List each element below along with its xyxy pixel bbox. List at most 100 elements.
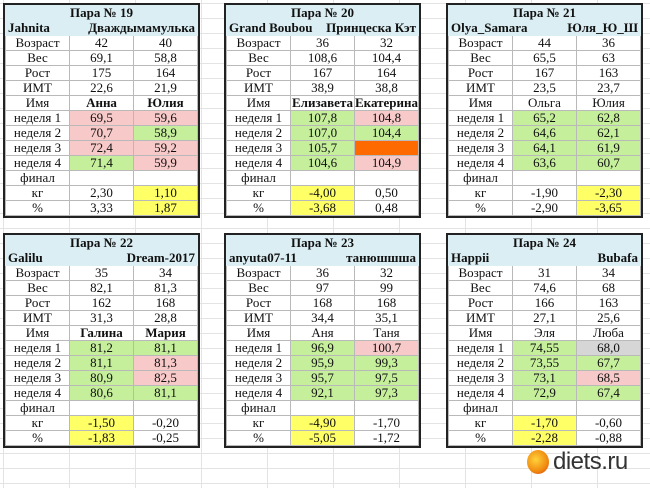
week-cell: 104,9 xyxy=(354,155,419,171)
week-cell: 95,7 xyxy=(290,370,355,386)
row-label: Имя xyxy=(226,325,291,341)
bmi-cell: 38,8 xyxy=(354,80,419,96)
pct-cell: 0,48 xyxy=(354,200,419,216)
pair-table: Пара № 21 Olya_Samara Юля_Ю_Ш Возраст 44 36 Ве… xyxy=(446,3,643,218)
kg-cell: -1,70 xyxy=(354,415,419,431)
pair-title: Пара № 22 xyxy=(5,235,198,251)
row-label: ИМТ xyxy=(226,310,291,326)
age-cell: 36 xyxy=(576,35,641,51)
week-cell: 95,9 xyxy=(290,355,355,371)
row-label: ИМТ xyxy=(226,80,291,96)
pair-table: Пара № 23 anyuta07-11 танюшшша Возраст 36 32 В… xyxy=(224,233,421,448)
pair-title: Пара № 24 xyxy=(448,235,641,251)
row-label: ИМТ xyxy=(5,310,70,326)
row-label: Рост xyxy=(448,295,513,311)
pair-table: Пара № 20 Grand Boubou Принцеска Кэт Возрас… xyxy=(224,3,421,218)
bmi-cell: 23,7 xyxy=(576,80,641,96)
age-cell: 40 xyxy=(133,35,198,51)
bmi-cell: 34,4 xyxy=(290,310,355,326)
row-label: Возраст xyxy=(226,265,291,281)
row-label: неделя 4 xyxy=(5,385,70,401)
week-cell: 64,1 xyxy=(512,140,577,156)
kg-cell: 1,10 xyxy=(133,185,198,201)
week-cell: 71,4 xyxy=(69,155,134,171)
row-label: неделя 3 xyxy=(226,370,291,386)
row-label: Возраст xyxy=(5,35,70,51)
weight-cell: 74,6 xyxy=(512,280,577,296)
age-cell: 36 xyxy=(290,265,355,281)
nicknames-row: Olya_Samara Юля_Ю_Ш xyxy=(448,20,641,36)
row-label: неделя 3 xyxy=(226,140,291,156)
pair-title: Пара № 19 xyxy=(5,5,198,21)
week-cell: 97,5 xyxy=(354,370,419,386)
week-cell: 80,6 xyxy=(69,385,134,401)
height-cell: 163 xyxy=(576,65,641,81)
age-cell: 34 xyxy=(576,265,641,281)
name-cell: Галина xyxy=(69,325,134,341)
row-label: Рост xyxy=(5,295,70,311)
name-cell: Таня xyxy=(354,325,419,341)
pair-title: Пара № 20 xyxy=(226,5,419,21)
week-cell: 80,9 xyxy=(69,370,134,386)
week-cell: 107,8 xyxy=(290,110,355,126)
week-cell: 96,9 xyxy=(290,340,355,356)
bmi-cell: 27,1 xyxy=(512,310,577,326)
name-cell: Юлия xyxy=(133,95,198,111)
kg-cell: -1,90 xyxy=(512,185,577,201)
row-label: Рост xyxy=(5,65,70,81)
pct-cell: 3,33 xyxy=(69,200,134,216)
row-label: Имя xyxy=(448,325,513,341)
week-cell: 59,9 xyxy=(133,155,198,171)
week-cell: 67,7 xyxy=(576,355,641,371)
pair-title: Пара № 21 xyxy=(448,5,641,21)
empty-cell xyxy=(576,400,641,416)
week-cell: 72,4 xyxy=(69,140,134,156)
name-cell: Елизавета xyxy=(290,95,355,111)
week-cell: 58,9 xyxy=(133,125,198,141)
row-label: ИМТ xyxy=(5,80,70,96)
week-cell: 62,1 xyxy=(576,125,641,141)
empty-cell xyxy=(354,400,419,416)
row-label: неделя 2 xyxy=(448,355,513,371)
kg-cell: -2,30 xyxy=(576,185,641,201)
week-cell: 97,3 xyxy=(354,385,419,401)
age-cell: 35 xyxy=(69,265,134,281)
row-label: финал xyxy=(226,170,291,186)
nicknames-row: anyuta07-11 танюшшша xyxy=(226,250,419,266)
height-cell: 164 xyxy=(354,65,419,81)
kg-cell: 2,30 xyxy=(69,185,134,201)
row-label: неделя 4 xyxy=(448,155,513,171)
row-label: финал xyxy=(5,400,70,416)
pct-cell: -5,05 xyxy=(290,430,355,446)
row-label: финал xyxy=(5,170,70,186)
pct-cell: -3,68 xyxy=(290,200,355,216)
week-cell: 81,2 xyxy=(69,340,134,356)
week-cell: 62,8 xyxy=(576,110,641,126)
nick-2: Dream-2017 xyxy=(126,250,195,265)
row-label: неделя 1 xyxy=(448,110,513,126)
row-label: финал xyxy=(448,400,513,416)
row-label: неделя 2 xyxy=(226,355,291,371)
week-cell xyxy=(354,140,419,156)
week-cell: 105,7 xyxy=(290,140,355,156)
name-cell: Ольга xyxy=(512,95,577,111)
nick-2: танюшшша xyxy=(346,250,416,265)
height-cell: 167 xyxy=(512,65,577,81)
bmi-cell: 38,9 xyxy=(290,80,355,96)
row-label: Имя xyxy=(226,95,291,111)
week-cell: 59,6 xyxy=(133,110,198,126)
pct-cell: -1,72 xyxy=(354,430,419,446)
height-cell: 168 xyxy=(354,295,419,311)
row-label: Вес xyxy=(226,280,291,296)
row-label: % xyxy=(5,200,70,216)
empty-cell xyxy=(576,170,641,186)
week-cell: 99,3 xyxy=(354,355,419,371)
week-cell: 82,5 xyxy=(133,370,198,386)
row-label: неделя 1 xyxy=(226,340,291,356)
weight-cell: 97 xyxy=(290,280,355,296)
name-cell: Аня xyxy=(290,325,355,341)
row-label: кг xyxy=(226,415,291,431)
bmi-cell: 28,8 xyxy=(133,310,198,326)
kg-cell: -0,20 xyxy=(133,415,198,431)
pair-table: Пара № 22 Galilu Dream-2017 Возраст 35 34 Вес 8… xyxy=(3,233,200,448)
